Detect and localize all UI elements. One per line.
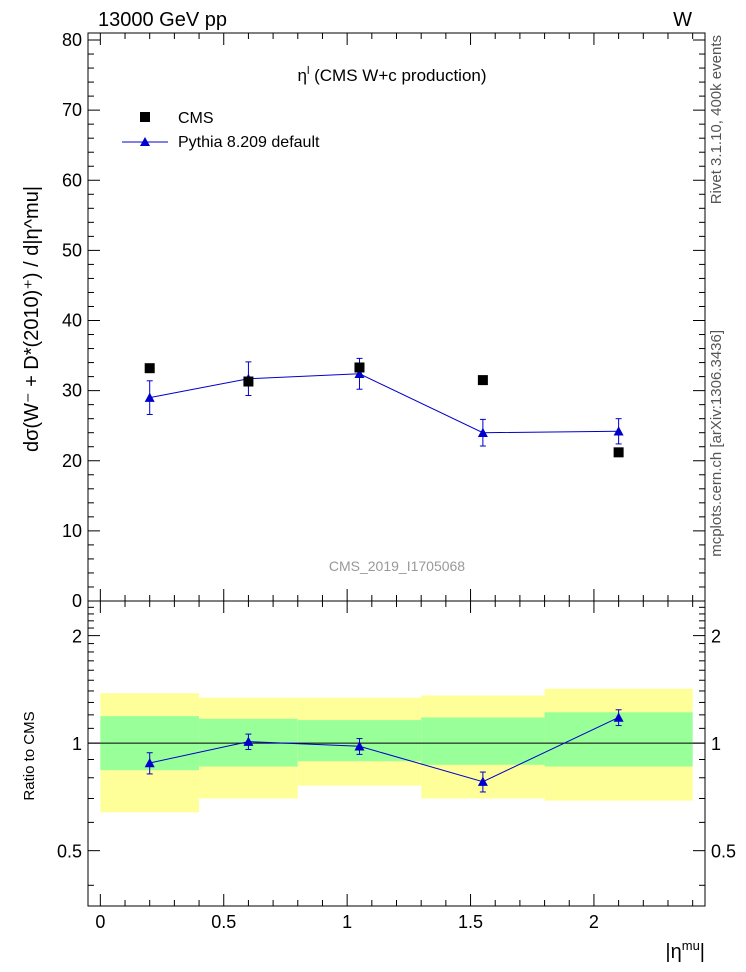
x-tick-label: 0 <box>95 912 105 932</box>
main-ylabel: dσ(W⁻ + D*(2010)⁺) / d|η^mu| <box>21 186 43 452</box>
cms-point <box>243 376 254 387</box>
cms-point <box>613 447 624 458</box>
process-label: W <box>673 9 692 31</box>
main-ytick-label: 60 <box>62 170 82 190</box>
x-tick-label: 1.5 <box>458 912 483 932</box>
legend: CMS Pythia 8.209 default <box>122 110 320 151</box>
main-ytick-label: 20 <box>62 451 82 471</box>
ratio-mc-point <box>477 776 488 786</box>
ratio-mc-point <box>354 741 365 751</box>
analysis-watermark: CMS_2019_I1705068 <box>329 558 465 574</box>
main-title-rest: (CMS W+c production) <box>309 66 486 85</box>
x-tick-label: 1 <box>342 912 352 932</box>
mc-point <box>613 426 624 436</box>
main-title-eta: η <box>297 66 306 85</box>
x-axis-label-end: | <box>700 941 705 963</box>
source-label: mcplots.cern.ch [arXiv:1306.3436] <box>708 330 725 557</box>
x-tick-label: 2 <box>589 912 599 932</box>
ratio-ytick-label-right: 0.5 <box>711 842 736 862</box>
legend-mc-marker <box>140 137 150 146</box>
main-title-sup: l <box>307 65 309 77</box>
ratio-mc-point <box>243 736 254 746</box>
main-axis-ticks: 0 10 20 30 40 50 60 70 80 <box>62 30 705 611</box>
ratio-ytick-label-left: 1 <box>72 734 82 754</box>
cms-point <box>354 362 365 373</box>
mc-point <box>354 368 365 379</box>
main-ytick-label: 70 <box>62 100 82 120</box>
x-axis-label-main: |η <box>665 941 681 963</box>
ratio-ytick-label-left: 2 <box>72 627 82 647</box>
ratio-axis-ticks: 0.5 0.5 1 1 2 2 0 0.5 1 1.5 2 <box>57 601 736 932</box>
main-ytick-label: 10 <box>62 521 82 541</box>
ratio-series <box>144 709 624 793</box>
main-ytick-label: 40 <box>62 311 82 331</box>
ratio-ytick-label-left: 0.5 <box>57 842 82 862</box>
mc-line <box>149 373 619 434</box>
cms-point <box>477 375 488 386</box>
x-axis-label-sup: mu <box>682 938 700 953</box>
ratio-ytick-label-right: 1 <box>711 734 721 754</box>
legend-mc-label: Pythia 8.209 default <box>178 134 320 151</box>
main-ytick-label: 30 <box>62 381 82 401</box>
legend-cms-label: CMS <box>178 110 214 127</box>
ratio-mc-point <box>613 712 624 722</box>
main-ytick-label: 50 <box>62 240 82 260</box>
mc-point <box>477 427 488 437</box>
energy-label: 13000 GeV pp <box>98 9 227 31</box>
ratio-ytick-label-right: 2 <box>711 627 721 647</box>
mc-point <box>144 392 155 402</box>
cms-point <box>144 363 155 374</box>
ratio-ylabel: Ratio to CMS <box>21 711 38 800</box>
main-ytick-label: 80 <box>62 30 82 50</box>
x-axis-label: |ηmu| <box>665 938 705 963</box>
ratio-band-inner <box>421 717 545 765</box>
ratio-bands <box>88 688 705 813</box>
main-title: ηl (CMS W+c production) <box>297 65 486 85</box>
legend-cms-marker <box>140 112 150 122</box>
main-series <box>144 357 624 458</box>
x-tick-label: 0.5 <box>211 912 236 932</box>
main-ytick-label: 0 <box>72 591 82 611</box>
ratio-mc-point <box>144 757 155 768</box>
rivet-label: Rivet 3.1.10, 400k events <box>708 35 725 204</box>
ratio-plot-frame <box>87 600 706 907</box>
